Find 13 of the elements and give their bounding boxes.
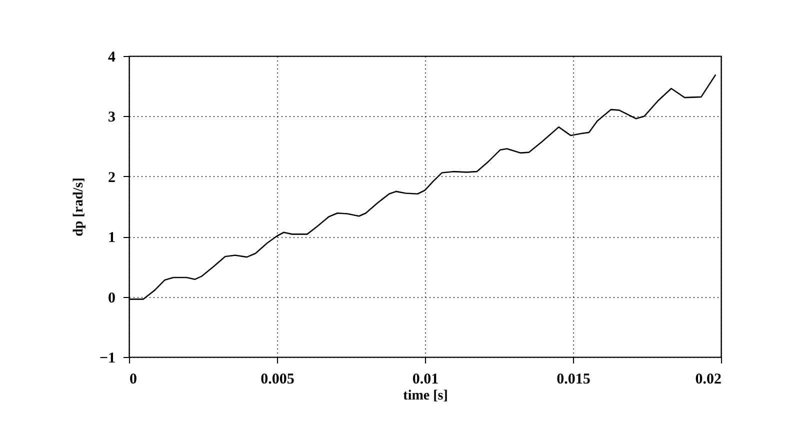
y-tick-label: 3	[108, 110, 116, 126]
x-tick-label: 0.01	[412, 372, 439, 388]
y-axis-title: dp [rad/s]	[71, 178, 86, 236]
y-tick-label: 2	[108, 170, 116, 186]
x-tick-label: 0.005	[260, 372, 294, 388]
y-tick-label: 0	[108, 290, 116, 306]
y-tick-label: 4	[108, 50, 116, 66]
x-tick-label: 0.015	[556, 372, 590, 388]
x-tick-label: 0.02	[695, 372, 722, 388]
x-tick-label: 0	[130, 372, 137, 388]
y-tick-label: 1	[108, 230, 116, 246]
y-tick-label: −1	[99, 350, 116, 366]
x-axis-title: time [s]	[403, 388, 448, 404]
